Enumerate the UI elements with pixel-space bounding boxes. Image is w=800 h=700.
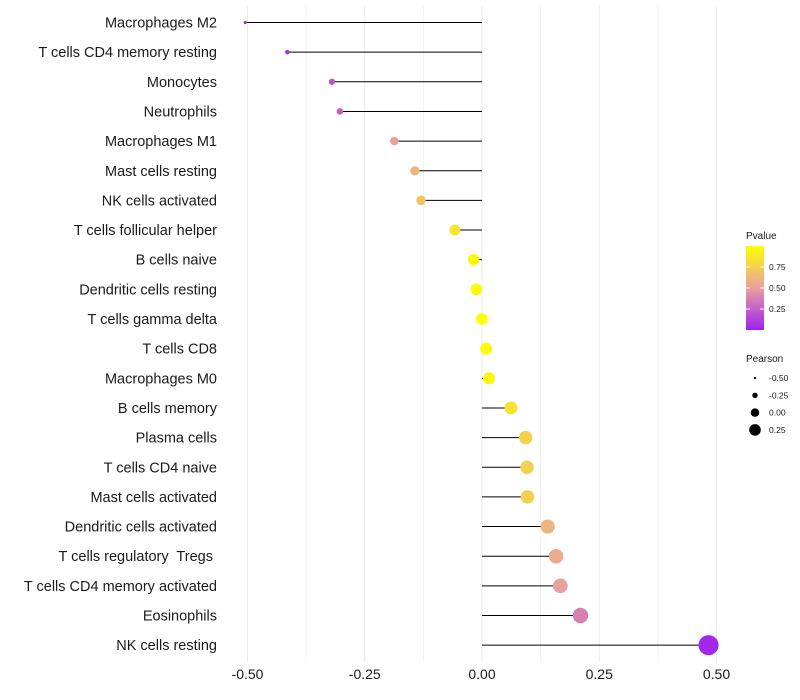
category-label: Mast cells activated [90, 490, 217, 506]
lollipop-dot [698, 635, 719, 656]
category-label: Neutrophils [144, 104, 217, 120]
lollipop-sticks [245, 22, 709, 646]
category-label: NK cells activated [102, 193, 217, 209]
pearson-legend: Pearson -0.50 -0.25 0.00 0.25 [746, 354, 789, 436]
pearson-legend-label: -0.25 [769, 390, 789, 400]
pvalue-colorbar [746, 246, 764, 330]
x-tick-label: -0.25 [349, 666, 381, 682]
category-label: Eosinophils [143, 609, 217, 625]
category-label: Macrophages M2 [105, 16, 217, 32]
category-label: T cells follicular helper [74, 223, 217, 239]
pvalue-legend-label: 0.50 [769, 283, 786, 293]
pvalue-legend-title: Pvalue [746, 231, 777, 242]
lollipop-dot [410, 166, 420, 176]
lollipop-dot [470, 283, 483, 296]
pearson-legend-key [752, 392, 758, 398]
lollipop-dot [504, 401, 518, 415]
category-label: T cells gamma delta [88, 312, 218, 328]
pvalue-legend-label: 0.75 [769, 262, 786, 272]
lollipop-dot [390, 136, 399, 146]
pearson-legend-label: 0.25 [769, 425, 786, 435]
lollipop-dot [467, 253, 480, 266]
category-label: Dendritic cells activated [65, 520, 217, 536]
x-tick-label: -0.50 [232, 666, 264, 682]
lollipop-dot [449, 224, 461, 236]
x-axis-tick-labels: -0.50 -0.25 0.00 0.25 0.50 [232, 666, 731, 682]
lollipop-dots [243, 20, 719, 656]
category-label: B cells naive [136, 253, 217, 269]
category-label: NK cells resting [116, 638, 217, 654]
lollipop-dot [336, 108, 344, 115]
category-label: T cells regulatory Tregs [59, 549, 218, 565]
category-label: Plasma cells [136, 431, 217, 447]
pearson-legend-label: -0.50 [769, 373, 789, 383]
category-label: Macrophages M1 [105, 134, 217, 150]
category-label: Macrophages M0 [105, 371, 217, 387]
category-label: T cells CD4 memory resting [38, 45, 217, 61]
pearson-legend-label: 0.00 [769, 408, 786, 418]
x-tick-label: 0.25 [586, 666, 613, 682]
x-tick-label: 0.00 [468, 666, 495, 682]
pvalue-legend: Pvalue 0.25 0.50 0.75 [746, 231, 786, 330]
category-label: Monocytes [147, 75, 217, 91]
lollipop-dot [572, 607, 589, 624]
lollipop-dot [548, 548, 564, 564]
category-label: T cells CD8 [142, 342, 217, 358]
x-tick-label: 0.50 [703, 666, 730, 682]
lollipop-dot [540, 519, 555, 534]
pvalue-legend-label: 0.25 [769, 304, 786, 314]
lollipop-dot [328, 78, 336, 85]
category-label: Dendritic cells resting [79, 282, 217, 298]
category-label: Mast cells resting [105, 164, 217, 180]
lollipop-dot [520, 490, 535, 504]
lollipop-dot [480, 342, 493, 355]
category-label: B cells memory [118, 401, 218, 417]
lollipop-dot [416, 195, 426, 206]
lollipop-dot [285, 49, 290, 55]
lollipop-dot [243, 20, 247, 25]
category-label: T cells CD4 memory activated [24, 579, 217, 595]
category-label: T cells CD4 naive [104, 460, 217, 476]
pearson-legend-key [749, 424, 761, 436]
pearson-legend-title: Pearson [746, 354, 783, 365]
lollipop-dot [520, 460, 534, 474]
lollipop-dot [552, 578, 568, 594]
category-labels: Macrophages M2 T cells CD4 memory resting… [24, 16, 218, 655]
lollipop-dot [476, 313, 488, 325]
grid-lines [247, 6, 717, 662]
lollipop-dot [518, 430, 533, 445]
pearson-legend-key [753, 376, 757, 380]
lollipop-dot [483, 372, 496, 385]
pearson-legend-key [750, 408, 760, 417]
